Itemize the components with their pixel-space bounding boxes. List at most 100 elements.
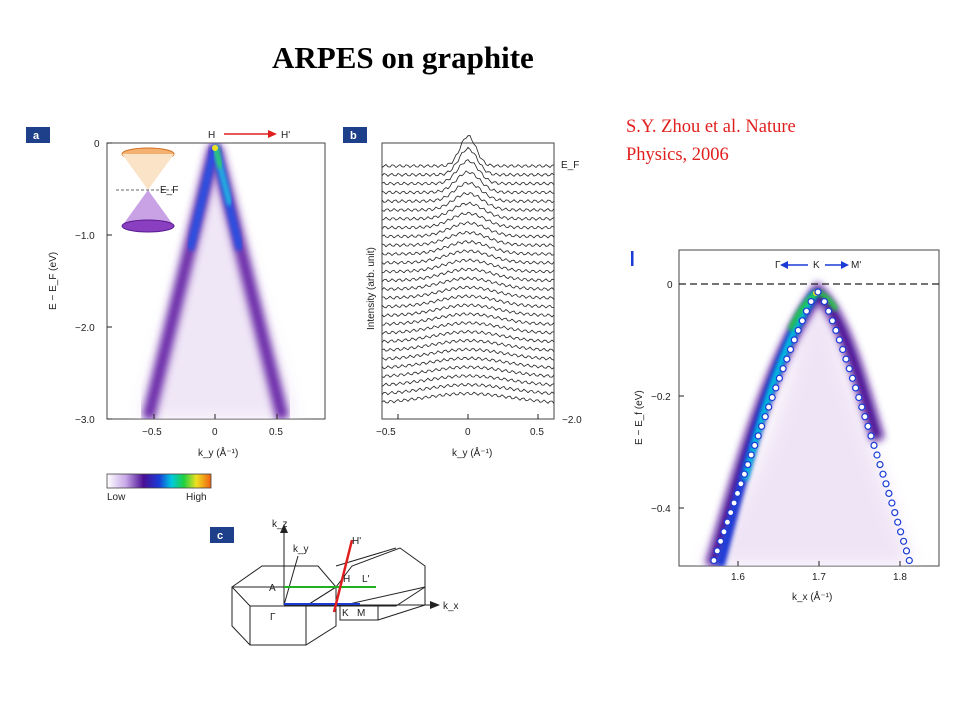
fit-point	[873, 451, 881, 459]
panel-a-xtick: −0.5	[142, 427, 162, 438]
panel-c-brillouin-zones	[231, 547, 426, 646]
panel-c-red-path	[332, 539, 354, 613]
panel-a-label-h-prime: H'	[281, 130, 290, 141]
panel-d-background-glow	[700, 292, 912, 566]
panel-d-x-ticks: 1.6 1.7 1.8	[731, 561, 907, 583]
panel-a: a H H' E_F	[26, 127, 326, 503]
fit-point	[761, 413, 769, 421]
fit-point	[879, 470, 887, 478]
fit-point	[786, 345, 795, 354]
fit-point	[848, 374, 857, 382]
edc-curve	[381, 135, 555, 169]
panel-a-inset-cone: E_F	[116, 147, 178, 233]
panel-b-xtick: −0.5	[376, 427, 396, 438]
fit-point	[751, 441, 759, 449]
panel-c-kx-label: k_x	[443, 601, 459, 612]
fit-point	[870, 441, 878, 449]
panel-d-marker	[631, 251, 634, 266]
edc-curve	[381, 230, 555, 248]
panel-a-band-left-bright	[186, 145, 219, 251]
fit-point	[885, 489, 893, 497]
edc-curve	[381, 146, 555, 177]
edc-curve	[381, 276, 555, 292]
panel-a-ytick: −1.0	[75, 231, 95, 242]
panel-c-point-h: H	[343, 574, 350, 585]
panel-d-ytick: 0	[667, 280, 673, 291]
fit-point	[842, 355, 850, 363]
fit-point	[794, 326, 802, 334]
fit-point	[779, 365, 787, 373]
panel-a-xtick: 0	[212, 427, 218, 438]
panel-b-label: b	[350, 130, 357, 142]
panel-c-ky-label: k_y	[293, 544, 309, 555]
edc-curve	[381, 312, 555, 326]
panel-c-point-l-prime: L'	[362, 574, 370, 585]
edc-curve	[381, 249, 555, 265]
fit-point	[723, 518, 732, 526]
fit-point	[839, 345, 847, 354]
edc-curve	[381, 373, 555, 387]
edc-curve	[381, 303, 555, 318]
fit-point	[710, 556, 718, 565]
panel-a-background-glow	[140, 150, 295, 419]
fit-point	[757, 422, 766, 430]
fit-point	[888, 499, 896, 507]
panel-d-x-axis-label: k_x (Å⁻¹)	[792, 590, 832, 603]
colorbar-high-label: High	[186, 492, 207, 503]
fit-point	[820, 298, 829, 306]
panel-a-y-axis-label: E − E_F (eV)	[48, 252, 59, 310]
edc-curve	[381, 201, 555, 221]
panel-a-xtick: 0.5	[269, 427, 283, 438]
panel-a-colorbar	[106, 473, 212, 489]
fit-point	[864, 422, 872, 430]
fit-point	[768, 393, 776, 402]
edc-curve	[381, 191, 555, 213]
fit-point	[775, 374, 784, 382]
panel-d-xtick: 1.6	[731, 572, 745, 583]
fit-point	[754, 432, 762, 440]
panel-a-ytick: −3.0	[75, 415, 95, 426]
panel-d: Γ K M' 0 −0.2 −0.4 1.6 1.7 1.8 E − E_f (…	[631, 249, 940, 603]
slide-title: ARPES on graphite	[272, 40, 534, 75]
panel-b-ef-label: E_F	[561, 160, 579, 171]
panel-c-point-h-prime: H'	[352, 536, 361, 547]
fit-point	[876, 461, 884, 469]
panel-a-label: a	[33, 130, 40, 142]
fit-point	[807, 298, 815, 306]
edc-curve	[381, 267, 555, 283]
panel-b-xtick: 0.5	[530, 427, 544, 438]
colorbar-low-label: Low	[107, 492, 126, 503]
fit-point	[896, 528, 905, 536]
edc-curve	[381, 240, 555, 257]
panel-c-point-k: K	[342, 608, 349, 619]
fit-point	[798, 317, 806, 325]
fit-point	[882, 480, 890, 488]
panel-c-kz-label: k_z	[272, 519, 288, 530]
panel-d-fit-points	[710, 288, 913, 565]
fit-point	[802, 307, 811, 315]
panel-c: c k_z k_y k_x A H L' H' Γ K	[210, 519, 459, 646]
edc-curve	[381, 338, 555, 352]
panel-c-label: c	[217, 530, 223, 542]
edc-curve	[381, 329, 555, 344]
fit-point	[845, 365, 853, 373]
fit-point	[730, 499, 738, 507]
fit-point	[733, 489, 742, 497]
panel-b-edc-curves	[381, 135, 555, 404]
panel-c-ky-axis	[283, 555, 299, 606]
fit-point	[720, 528, 728, 536]
fit-point	[737, 480, 745, 488]
fit-point	[824, 307, 833, 315]
edc-curve	[381, 181, 555, 204]
edc-curve	[381, 347, 555, 361]
panel-a-arrowhead	[268, 130, 277, 138]
panel-a-label-box	[26, 127, 50, 143]
panel-b: b E_F −2.0 −0.5 0 0.5 Intensity (arb. un…	[343, 127, 582, 459]
edc-curve	[381, 356, 555, 370]
edc-curve	[381, 170, 555, 195]
panel-a-x-axis-label: k_y (Å⁻¹)	[198, 446, 238, 459]
panel-a-dirac-point	[212, 145, 218, 151]
fit-point	[861, 413, 869, 421]
fit-point	[835, 336, 844, 344]
